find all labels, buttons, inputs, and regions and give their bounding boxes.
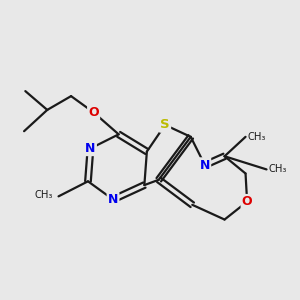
Text: CH₃: CH₃	[247, 132, 266, 142]
Text: S: S	[160, 118, 170, 131]
Text: O: O	[242, 195, 252, 208]
Text: O: O	[88, 106, 99, 119]
Text: CH₃: CH₃	[268, 164, 286, 174]
Text: N: N	[108, 193, 118, 206]
Text: CH₃: CH₃	[34, 190, 53, 200]
Text: N: N	[200, 158, 210, 172]
Text: N: N	[85, 142, 96, 155]
